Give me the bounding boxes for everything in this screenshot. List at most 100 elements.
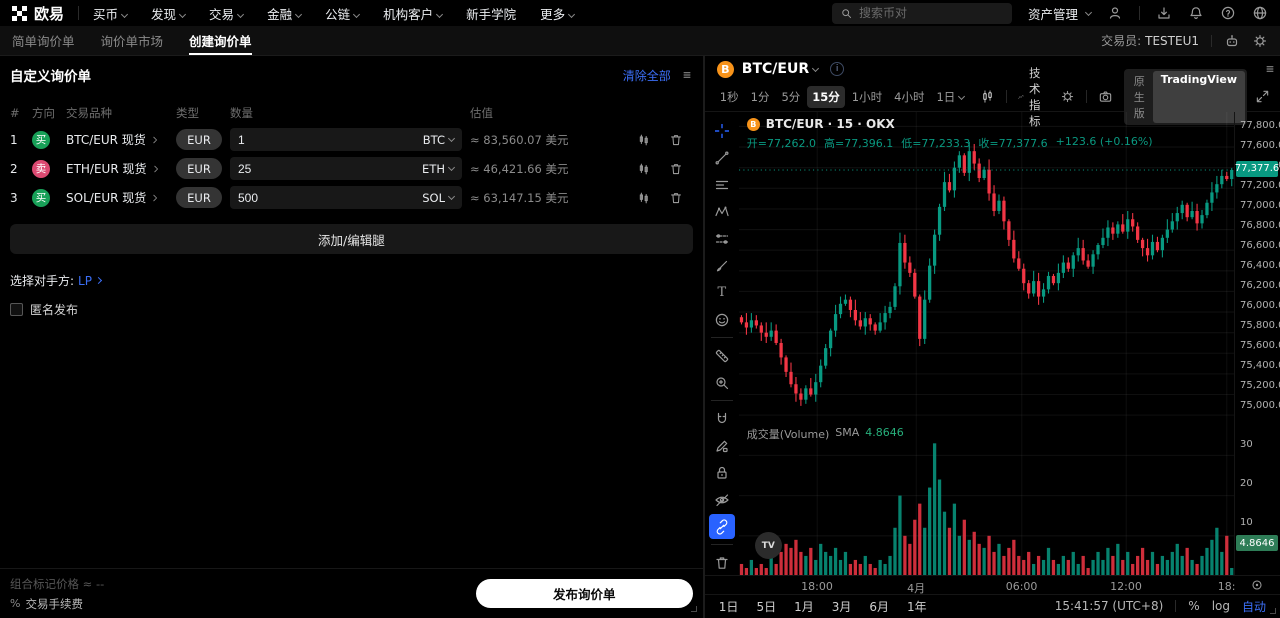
timeframe-1日[interactable]: 1日 [931, 86, 969, 108]
range-1日[interactable]: 1日 [718, 599, 739, 614]
crosshair-target-icon[interactable] [1234, 576, 1280, 593]
delete-leg-icon[interactable] [669, 133, 693, 147]
user-icon[interactable] [1107, 5, 1123, 21]
nav-item-金融[interactable]: 金融 [267, 4, 303, 23]
chart-header-menu-icon[interactable] [1264, 63, 1276, 75]
emoji-tool-icon[interactable] [709, 307, 735, 332]
chart-settings-gear-icon[interactable] [1060, 89, 1075, 104]
delete-leg-icon[interactable] [669, 191, 693, 205]
currency-select[interactable]: ETH [422, 162, 456, 176]
measure-tool-icon[interactable] [709, 343, 735, 368]
clear-all-link[interactable]: 清除全部 [622, 68, 671, 83]
counterparty-link[interactable]: LP [78, 274, 103, 288]
range-1年[interactable]: 1年 [907, 599, 927, 614]
tab-创建询价单[interactable]: 创建询价单 [189, 26, 252, 55]
nav-item-机构客户[interactable]: 机构客户 [383, 4, 444, 23]
timeframe-1秒[interactable]: 1秒 [719, 89, 739, 104]
timeframe-1小时[interactable]: 1小时 [851, 89, 883, 104]
quantity-input[interactable]: ETH [230, 157, 462, 180]
fib-tool-icon[interactable] [709, 172, 735, 197]
assets-menu[interactable]: 资产管理 [1028, 4, 1093, 23]
nav-item-公链[interactable]: 公链 [325, 4, 361, 23]
anonymous-checkbox[interactable] [10, 303, 23, 316]
trendline-tool-icon[interactable] [709, 145, 735, 170]
download-icon[interactable] [1156, 5, 1172, 21]
okx-logo[interactable]: 欧易 [12, 3, 64, 24]
tab-简单询价单[interactable]: 简单询价单 [12, 34, 75, 49]
hide-drawings-icon[interactable] [709, 487, 735, 512]
zoom-in-tool-icon[interactable] [709, 370, 735, 395]
crosshair-tool-icon[interactable] [709, 118, 735, 143]
range-6月[interactable]: 6月 [869, 599, 889, 614]
okx-logo-icon [12, 5, 27, 21]
tradingview-logo[interactable]: TV [754, 532, 782, 560]
native-version-button[interactable]: 原生版 [1133, 74, 1145, 120]
nav-item-新手学院[interactable]: 新手学院 [466, 6, 517, 22]
add-edit-legs-button[interactable]: 添加/编辑腿 [10, 224, 693, 254]
tab-询价单市场[interactable]: 询价单市场 [100, 34, 164, 49]
sync-drawings-icon[interactable] [708, 514, 735, 540]
chevron-right-icon [94, 276, 103, 285]
chart-plot-area[interactable]: B BTC/EUR · 15 · OKX 开=77,262.0 高=77,396… [738, 112, 1234, 576]
symbol-selector[interactable]: BTC/EUR [742, 61, 820, 77]
currency-select[interactable]: BTC [423, 133, 456, 147]
support-icon[interactable] [1224, 33, 1240, 49]
pattern-tool-icon[interactable] [709, 199, 735, 224]
brush-tool-icon[interactable] [709, 253, 735, 278]
nav-item-交易[interactable]: 交易 [209, 4, 245, 23]
bell-icon[interactable] [1188, 5, 1204, 21]
mini-chart-icon[interactable] [637, 162, 661, 176]
quantity-input[interactable]: BTC [230, 128, 462, 151]
auto-scale-button[interactable]: 自动 [1241, 599, 1266, 614]
pair-selector[interactable]: BTC/EUR 现货 [66, 131, 168, 148]
mini-chart-icon[interactable] [637, 133, 661, 147]
forecast-tool-icon[interactable] [709, 226, 735, 251]
timeframe-1分[interactable]: 1分 [750, 89, 770, 104]
range-5日[interactable]: 5日 [756, 599, 777, 614]
candle-style-icon[interactable] [980, 89, 995, 104]
timeframe-15分[interactable]: 15分 [807, 85, 845, 108]
remove-drawings-icon[interactable] [709, 550, 735, 575]
fullscreen-icon[interactable] [1255, 89, 1270, 104]
publish-rfq-button[interactable]: 发布询价单 [475, 579, 693, 608]
camera-icon[interactable] [1098, 89, 1113, 104]
time-axis[interactable]: 18:00 4月 06:00 12:00 18: [704, 575, 1280, 595]
search-box[interactable] [831, 2, 1012, 24]
globe-icon[interactable] [1252, 5, 1268, 21]
nav-item-发现[interactable]: 发现 [151, 4, 187, 23]
timeframe-4小时[interactable]: 4小时 [894, 89, 925, 104]
resize-corner[interactable] [1270, 608, 1276, 614]
pair-selector[interactable]: ETH/EUR 现货 [66, 160, 168, 177]
pair-selector[interactable]: SOL/EUR 现货 [66, 189, 168, 206]
quantity-value[interactable] [238, 132, 423, 147]
delete-leg-icon[interactable] [669, 162, 693, 176]
panel-menu-icon[interactable] [681, 69, 693, 81]
range-1月[interactable]: 1月 [794, 599, 814, 614]
magnet-tool-icon[interactable] [709, 406, 735, 431]
tradingview-version-button[interactable]: TradingView [1152, 70, 1245, 123]
search-input[interactable] [858, 6, 989, 20]
timeframe-5分[interactable]: 5分 [781, 89, 801, 104]
range-3月[interactable]: 3月 [831, 599, 852, 614]
log-scale-button[interactable]: log [1211, 599, 1230, 614]
percent-scale-button[interactable]: % [1188, 599, 1200, 614]
quantity-value[interactable] [238, 190, 423, 205]
quantity-value[interactable] [238, 161, 423, 176]
info-icon[interactable]: i [830, 62, 845, 77]
indicators-button[interactable]: 技术指标 [1018, 65, 1050, 129]
quantity-input[interactable]: SOL [230, 186, 462, 209]
type-select[interactable]: EUR [176, 187, 222, 208]
nav-item-买币[interactable]: 买币 [93, 4, 129, 23]
edit-drawings-icon[interactable] [709, 433, 735, 458]
resize-corner[interactable] [690, 606, 697, 612]
price-axis[interactable]: 77,800.077,600.077,400.077,200.077,000.0… [1234, 112, 1280, 576]
gear-icon[interactable] [1252, 33, 1268, 49]
mini-chart-icon[interactable] [637, 191, 661, 205]
type-select[interactable]: EUR [176, 129, 222, 150]
nav-item-更多[interactable]: 更多 [540, 4, 576, 23]
currency-select[interactable]: SOL [422, 191, 456, 205]
lock-drawings-icon[interactable] [709, 460, 735, 485]
type-select[interactable]: EUR [176, 158, 222, 179]
help-icon[interactable] [1220, 5, 1236, 21]
text-tool-icon[interactable]: T [717, 285, 727, 301]
